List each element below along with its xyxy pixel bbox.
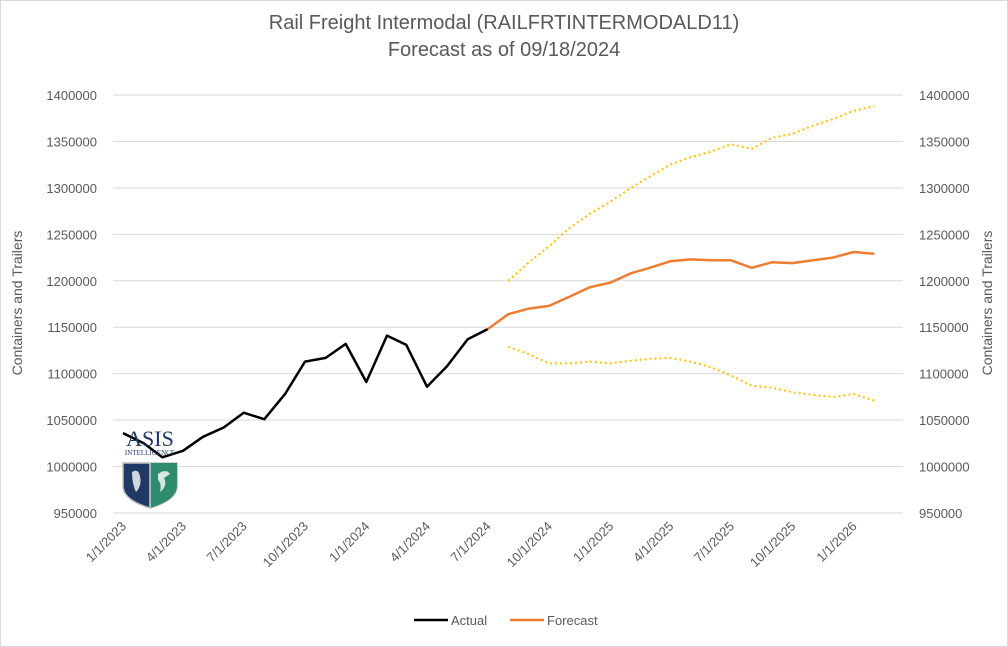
y-tick-label-right: 1400000: [919, 88, 970, 103]
logo-shield-icon: [122, 462, 178, 509]
legend-label: Actual: [451, 613, 487, 628]
x-tick-label: 10/1/2023: [260, 519, 312, 571]
y-axis-left: 950000 1000000 1050000 1100000 1150000 120000…: [46, 88, 97, 521]
chart-title-block: Rail Freight Intermodal (RAILFRTINTERMOD…: [0, 10, 1008, 64]
series-line-bound-2: [507, 105, 875, 282]
y-tick-label-right: 950000: [919, 506, 962, 521]
y-tick-label-left: 1050000: [46, 413, 97, 428]
y-tick-label-right: 1350000: [919, 134, 970, 149]
legend: Actual Forecast: [414, 613, 598, 628]
x-tick-label: 1/1/2026: [813, 519, 859, 565]
y-tick-label-left: 1350000: [46, 134, 97, 149]
chart-subtitle: Forecast as of 09/18/2024: [387, 39, 621, 61]
x-tick-label: 4/1/2023: [143, 519, 189, 565]
x-tick-label: 4/1/2025: [630, 519, 676, 565]
series-line-forecast: [486, 250, 875, 331]
y-tick-label-right: 1050000: [919, 413, 970, 428]
x-tick-label: 7/1/2023: [203, 519, 249, 565]
y-tick-label-left: 1150000: [47, 320, 97, 335]
y-tick-label-right: 1000000: [919, 460, 970, 475]
x-tick-label: 4/1/2024: [387, 519, 433, 565]
y-tick-label-left: 1400000: [46, 88, 97, 103]
series-lines: [122, 105, 875, 459]
gridlines: [113, 94, 903, 514]
y-axis-right: 950000 1000000 1050000 1100000 1150000 120000…: [919, 88, 970, 521]
series-line-actual: [122, 327, 489, 459]
x-tick-label: 1/1/2023: [83, 519, 129, 565]
logo-wordmark: ASIS: [126, 426, 174, 451]
series-line-bound-3: [507, 345, 875, 402]
y-axis-title-left: Containers and Trailers: [9, 231, 25, 376]
y-tick-label-right: 1150000: [919, 320, 969, 335]
y-tick-label-right: 1200000: [919, 274, 970, 289]
x-tick-label: 10/1/2025: [747, 519, 799, 571]
y-tick-label-left: 1300000: [46, 181, 97, 196]
y-tick-label-left: 1250000: [46, 227, 97, 242]
chart-title: Rail Freight Intermodal (RAILFRTINTERMOD…: [268, 12, 740, 34]
x-tick-label: 1/1/2024: [326, 519, 372, 565]
legend-label: Forecast: [547, 613, 598, 628]
y-tick-label-right: 1100000: [919, 367, 969, 382]
y-tick-label-left: 1000000: [46, 460, 97, 475]
y-tick-label-right: 1300000: [919, 181, 970, 196]
x-tick-label: 7/1/2024: [447, 519, 493, 565]
y-axis-title-right: Containers and Trailers: [979, 231, 995, 376]
y-tick-label-left: 1100000: [47, 367, 97, 382]
y-tick-label-left: 1200000: [46, 274, 97, 289]
company-logo: ASIS INTELLIGENCE: [118, 428, 182, 510]
y-tick-label-right: 1250000: [919, 227, 970, 242]
x-axis: 1/1/2023 4/1/2023 7/1/2023 10/1/2023 1/1/202…: [83, 519, 860, 571]
x-tick-label: 1/1/2025: [570, 519, 616, 565]
y-tick-label-left: 950000: [54, 506, 97, 521]
x-tick-label: 10/1/2024: [504, 519, 556, 571]
x-tick-label: 7/1/2025: [691, 519, 737, 565]
logo-subtext: INTELLIGENCE: [124, 449, 176, 457]
